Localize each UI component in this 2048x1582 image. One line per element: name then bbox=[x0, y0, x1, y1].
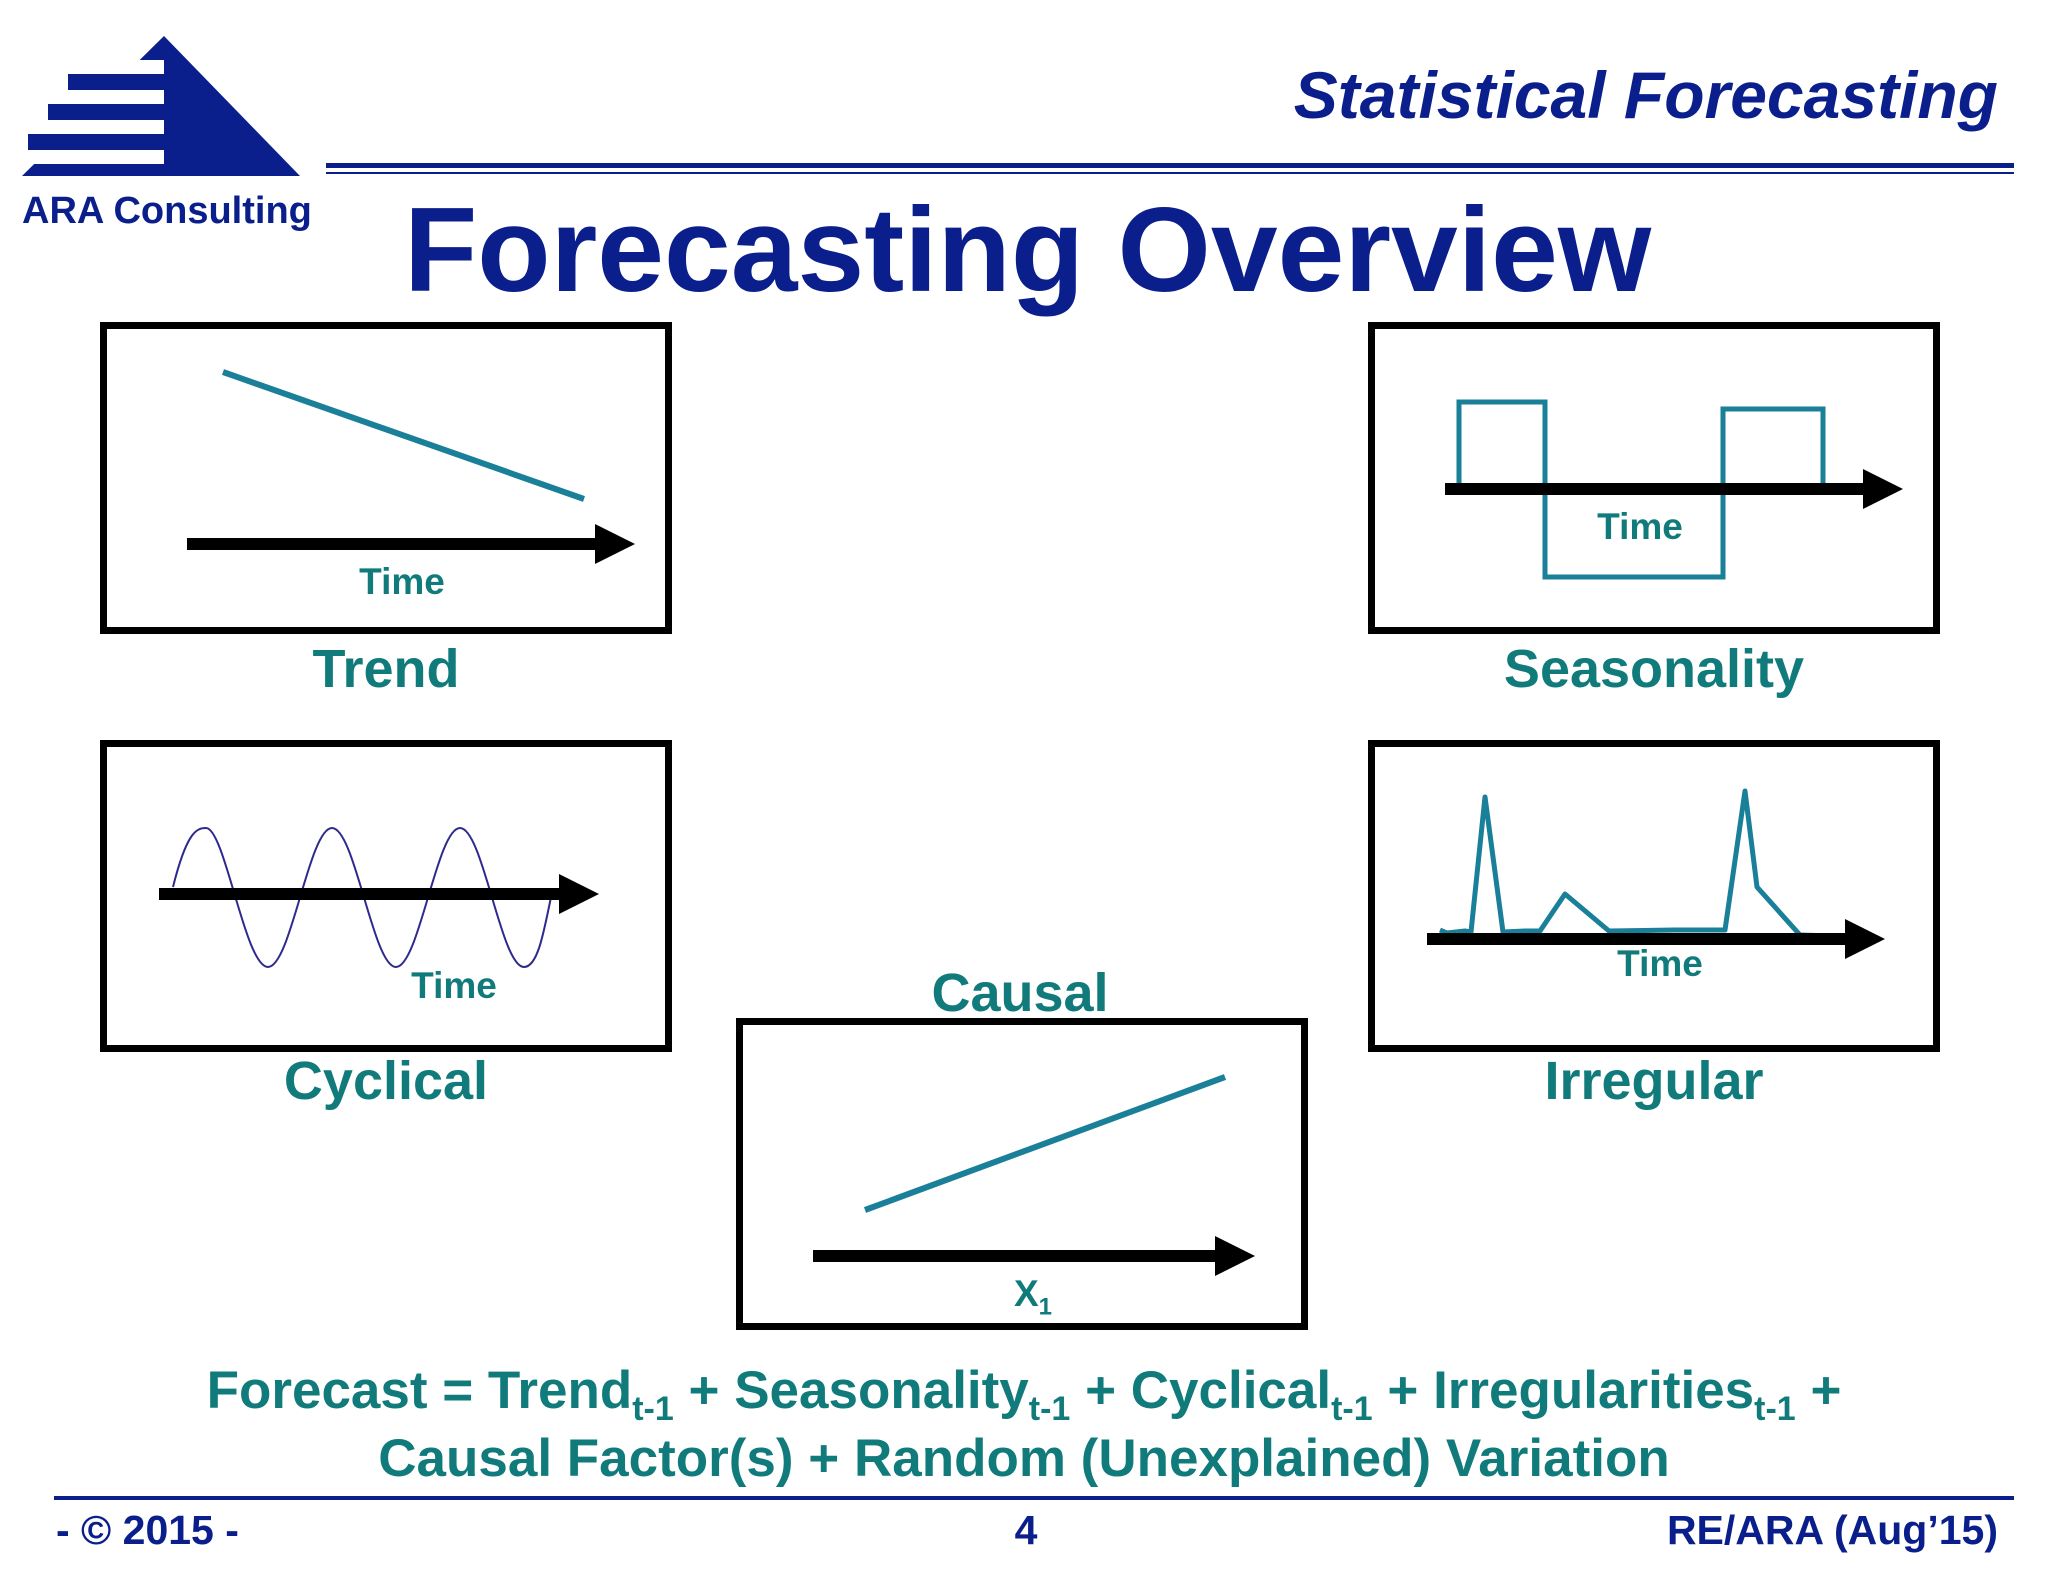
axis-arrowhead-icon bbox=[1863, 469, 1903, 509]
trend-graph bbox=[187, 369, 635, 564]
axis-arrowhead-icon bbox=[1845, 919, 1885, 959]
footer-version: RE/ARA (Aug’15) bbox=[1666, 1507, 1998, 1553]
seasonality-graph bbox=[1445, 399, 1903, 580]
causal-panel: X1 bbox=[736, 1018, 1308, 1330]
trend-line bbox=[222, 369, 585, 502]
footer-page-number: 4 bbox=[1014, 1507, 1038, 1553]
trend-axis-label: Time bbox=[359, 561, 445, 602]
seasonality-caption: Seasonality bbox=[1503, 639, 1805, 699]
forecast-formula-line1: Forecast = Trendt-1 + Seasonalityt-1 + C… bbox=[206, 1361, 1842, 1428]
page-title: Forecasting Overview bbox=[404, 183, 1652, 317]
axis-arrowhead-icon bbox=[595, 524, 635, 564]
cyclical-graph bbox=[159, 826, 599, 969]
square-wave bbox=[1456, 399, 1826, 580]
trend-panel: Time bbox=[100, 322, 672, 634]
irregular-panel: Time bbox=[1368, 740, 1940, 1052]
irregular-axis-label: Time bbox=[1617, 943, 1703, 984]
header-rule-thin bbox=[326, 172, 2014, 174]
axis-arrowhead-icon bbox=[559, 874, 599, 914]
trend-caption: Trend bbox=[312, 639, 460, 699]
causal-line bbox=[863, 1074, 1227, 1213]
sine-wave bbox=[172, 826, 552, 969]
forecast-formula-line2: Causal Factor(s) + Random (Unexplained) … bbox=[378, 1429, 1670, 1488]
ara-logo: ARA Consulting bbox=[14, 30, 334, 240]
irregular-series bbox=[1439, 788, 1866, 940]
section-title: Statistical Forecasting bbox=[1293, 58, 1998, 132]
logo-pyramid-icon bbox=[14, 36, 300, 176]
causal-graph bbox=[813, 1074, 1255, 1276]
causal-axis-label-sub: 1 bbox=[1038, 1293, 1053, 1321]
seasonality-axis-label: Time bbox=[1597, 506, 1683, 547]
seasonality-panel: Time bbox=[1368, 322, 1940, 634]
cyclical-panel: Time bbox=[100, 740, 672, 1052]
irregular-caption: Irregular bbox=[1544, 1051, 1764, 1111]
footer-copyright: - © 2015 - bbox=[56, 1507, 239, 1553]
irregular-graph bbox=[1427, 788, 1885, 959]
causal-axis-label: X1 bbox=[933, 1275, 1133, 1319]
footer-rule bbox=[54, 1496, 2014, 1500]
causal-caption: Causal bbox=[931, 963, 1109, 1023]
cyclical-caption: Cyclical bbox=[283, 1051, 489, 1111]
causal-axis-label-main: X bbox=[1013, 1273, 1039, 1314]
header-rule bbox=[326, 163, 2014, 168]
cyclical-axis-label: Time bbox=[411, 965, 497, 1006]
axis-arrowhead-icon bbox=[1215, 1236, 1255, 1276]
logo-text: ARA Consulting bbox=[22, 190, 312, 232]
